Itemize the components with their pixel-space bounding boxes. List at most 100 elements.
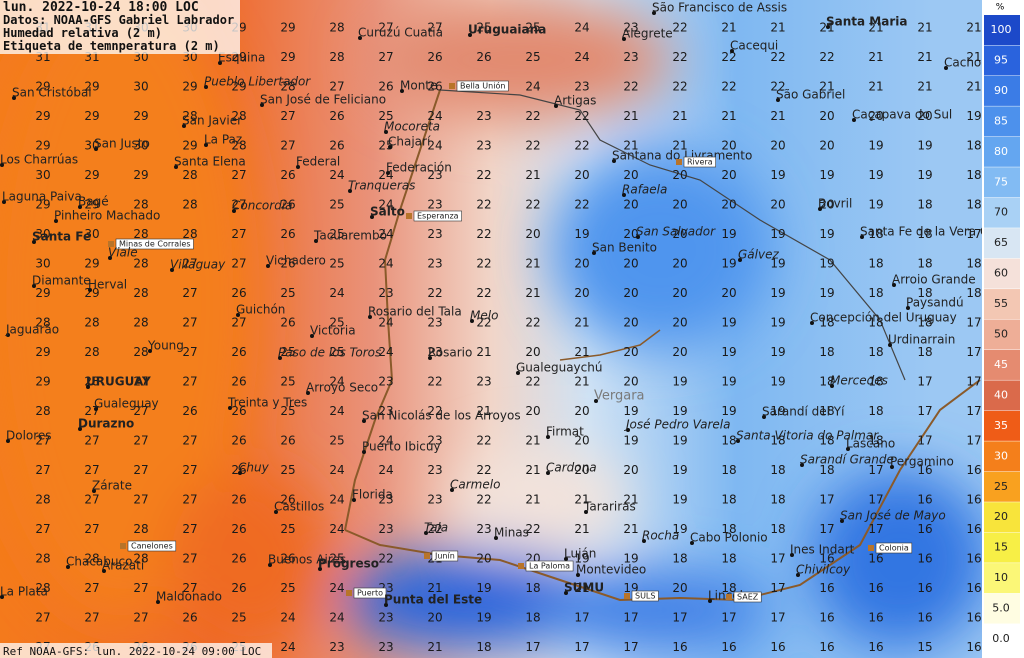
temperature-label: 19 bbox=[574, 227, 589, 241]
temperature-label: 23 bbox=[574, 80, 589, 94]
temperature-label: 23 bbox=[378, 611, 393, 625]
place-label: Melo bbox=[470, 309, 498, 323]
temperature-label: 27 bbox=[133, 463, 148, 477]
legend-label: 70 bbox=[994, 206, 1008, 219]
temperature-label: 21 bbox=[770, 21, 785, 35]
temperature-label: 18 bbox=[868, 404, 883, 418]
place-label: Los Charrúas bbox=[0, 153, 78, 167]
temperature-label: 24 bbox=[329, 463, 344, 477]
temperature-label: 16 bbox=[672, 640, 687, 654]
temperature-label: 21 bbox=[770, 109, 785, 123]
temperature-label: 23 bbox=[623, 21, 638, 35]
temperature-label: 29 bbox=[280, 50, 295, 64]
temperature-label: 17 bbox=[770, 581, 785, 595]
place-dot bbox=[236, 313, 240, 317]
temperature-label: 22 bbox=[476, 257, 491, 271]
place-labels: São Francisco de Assis Santa Maria Curuzú … bbox=[0, 1, 1024, 607]
place-label: Federación bbox=[386, 161, 452, 175]
place-label: Chajarí bbox=[388, 135, 431, 149]
place-dot bbox=[318, 567, 322, 571]
temperature-label: 26 bbox=[280, 316, 295, 330]
place-dot bbox=[6, 439, 10, 443]
temperature-label: 20 bbox=[623, 286, 638, 300]
place-box bbox=[115, 238, 194, 250]
place-box-label: SULS bbox=[635, 592, 655, 601]
place-dot bbox=[94, 407, 98, 411]
legend-label: 25 bbox=[994, 480, 1008, 493]
temperature-label: 25 bbox=[280, 522, 295, 536]
place-dot bbox=[892, 283, 896, 287]
temperature-label: 28 bbox=[84, 552, 99, 566]
temperature-label: 27 bbox=[182, 316, 197, 330]
temperature-label: 29 bbox=[35, 198, 50, 212]
place-label: URUGUAY bbox=[86, 375, 151, 389]
temperature-label: 20 bbox=[672, 257, 687, 271]
temperature-label: 21 bbox=[525, 286, 540, 300]
temperature-label: 19 bbox=[966, 109, 981, 123]
temperature-label: 20 bbox=[623, 316, 638, 330]
temperature-label: 25 bbox=[329, 227, 344, 241]
temperature-label: 19 bbox=[721, 316, 736, 330]
temperature-label: 30 bbox=[133, 139, 148, 153]
temperature-label: 17 bbox=[868, 463, 883, 477]
temperature-label: 17 bbox=[770, 552, 785, 566]
temperature-label: 16 bbox=[868, 640, 883, 654]
place-label: Curuzú Cuatiá bbox=[358, 26, 443, 40]
temperature-label: 26 bbox=[280, 227, 295, 241]
footer: Ref NOAA-GFS: lun. 2022-10-24 09:00 LOC bbox=[0, 643, 272, 658]
place-dot bbox=[468, 33, 472, 37]
place-label: Paso de los Toros bbox=[278, 346, 381, 360]
temperature-label: 17 bbox=[966, 345, 981, 359]
temperature-label: 26 bbox=[231, 434, 246, 448]
temperature-label: 18 bbox=[966, 198, 981, 212]
place-box bbox=[683, 156, 716, 168]
temperature-label: 18 bbox=[868, 345, 883, 359]
temperature-label: 27 bbox=[182, 552, 197, 566]
temperature-label: 28 bbox=[35, 316, 50, 330]
place-label: Santa Elena bbox=[174, 155, 246, 169]
temperature-label: 19 bbox=[721, 345, 736, 359]
temperature-label: 22 bbox=[525, 109, 540, 123]
place-box-label: SAEZ bbox=[737, 593, 759, 602]
place-label: Rosario bbox=[428, 346, 472, 360]
temperature-label: 19 bbox=[770, 345, 785, 359]
place-dot bbox=[494, 536, 498, 540]
temperature-label: 30 bbox=[133, 80, 148, 94]
temperature-label: 21 bbox=[574, 345, 589, 359]
temperature-label: 29 bbox=[35, 139, 50, 153]
temperature-label: 20 bbox=[672, 168, 687, 182]
temperature-label: 20 bbox=[623, 198, 638, 212]
temperature-label: 30 bbox=[35, 257, 50, 271]
legend-swatch bbox=[984, 75, 1020, 106]
temperature-label: 21 bbox=[525, 434, 540, 448]
temperature-label: 22 bbox=[672, 50, 687, 64]
place-label: Monte bbox=[400, 79, 437, 93]
temperature-label: 18 bbox=[819, 345, 834, 359]
temperature-label: 18 bbox=[966, 286, 981, 300]
temperature-label: 20 bbox=[623, 375, 638, 389]
temperature-label: 19 bbox=[476, 581, 491, 595]
place-label: Vergara bbox=[594, 389, 645, 404]
legend-label: 80 bbox=[994, 145, 1008, 158]
legend: % 100 95 90 85 80 75 70 65 60 55 50 45 40 35 30 25 20 15 10… bbox=[982, 0, 1024, 658]
place-label: Maldonado bbox=[156, 590, 222, 604]
legend-label: 45 bbox=[994, 358, 1008, 371]
place-dot bbox=[266, 264, 270, 268]
temperature-label: 18 bbox=[770, 434, 785, 448]
place-dot bbox=[554, 104, 558, 108]
temperature-label: 16 bbox=[819, 640, 834, 654]
temperature-label: 18 bbox=[917, 198, 932, 212]
temperature-label: 27 bbox=[133, 434, 148, 448]
temperature-label: 19 bbox=[672, 434, 687, 448]
temperature-label: 22 bbox=[819, 50, 834, 64]
temperature-label: 23 bbox=[427, 345, 442, 359]
place-dot bbox=[860, 235, 864, 239]
place-label: São Francisco de Assis bbox=[652, 1, 787, 15]
temperature-label: 24 bbox=[427, 109, 442, 123]
temperature-label: 23 bbox=[378, 522, 393, 536]
temperature-label: 18 bbox=[721, 552, 736, 566]
temperature-label: 24 bbox=[427, 139, 442, 153]
legend-swatch bbox=[984, 441, 1020, 472]
temperature-label: 17 bbox=[966, 375, 981, 389]
temperature-label: 29 bbox=[84, 198, 99, 212]
